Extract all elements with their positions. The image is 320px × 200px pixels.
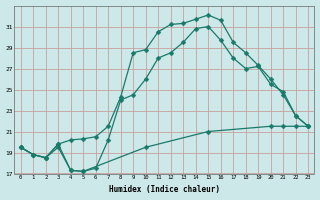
X-axis label: Humidex (Indice chaleur): Humidex (Indice chaleur) [109,185,220,194]
